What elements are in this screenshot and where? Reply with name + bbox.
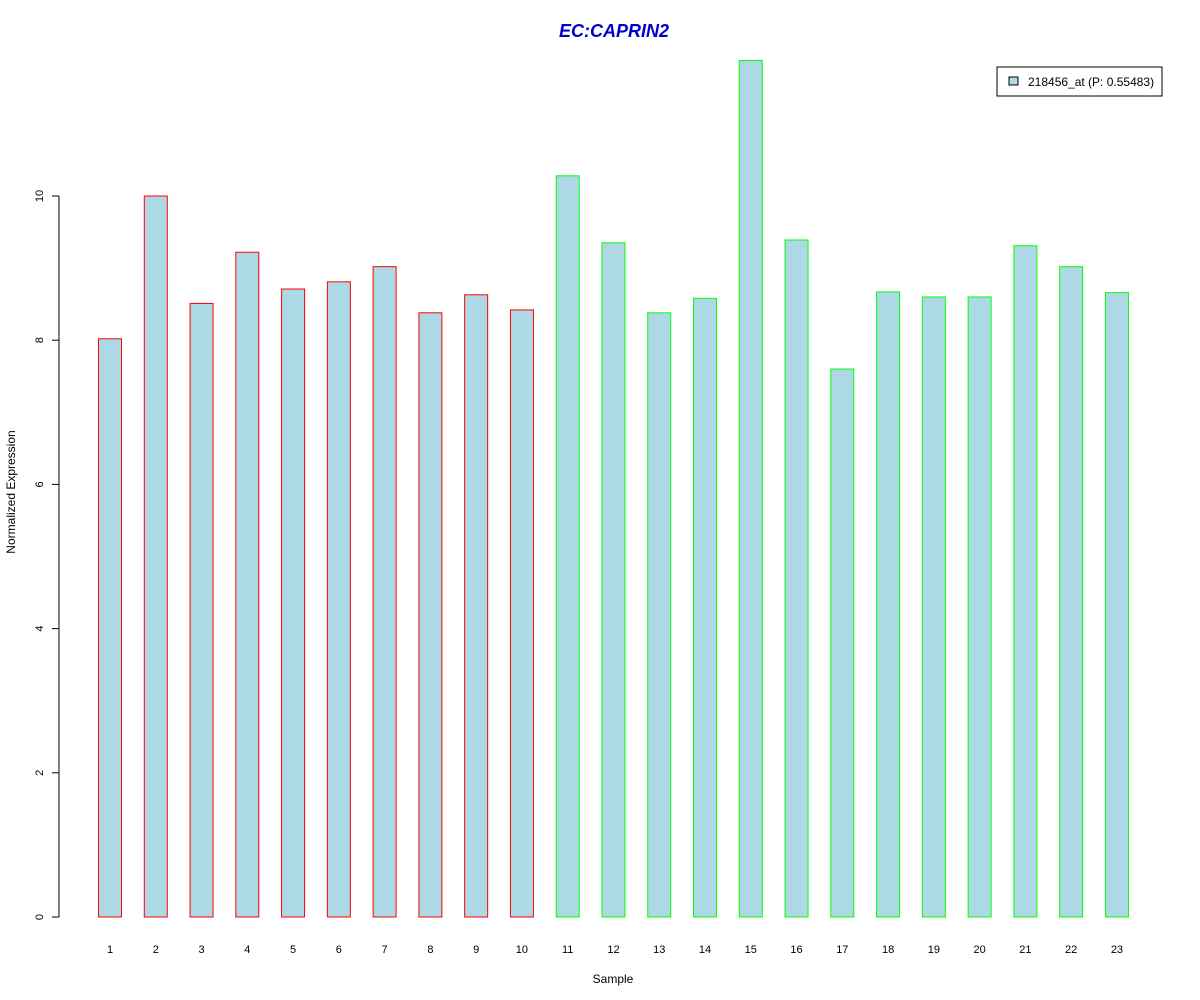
x-tick-label: 15	[745, 944, 757, 956]
x-tick-label: 6	[336, 944, 342, 956]
bar-sample-21	[1013, 245, 1038, 918]
bar-sample-5	[281, 288, 306, 918]
bar-sample-13	[647, 312, 672, 918]
x-tick-label: 9	[473, 944, 479, 956]
bar-sample-23	[1104, 292, 1129, 918]
bars-group	[98, 59, 1129, 918]
bar-sample-9	[464, 294, 489, 918]
legend-entry-label: 218456_at (P: 0.55483)	[1028, 75, 1154, 89]
x-tick-label: 5	[290, 944, 296, 956]
bar-sample-4	[235, 251, 260, 918]
x-tick-label: 21	[1019, 944, 1031, 956]
x-tick-label: 18	[882, 944, 894, 956]
bar-sample-10	[509, 309, 534, 918]
x-axis-label: Sample	[593, 972, 634, 986]
x-tick-label: 14	[699, 944, 711, 956]
bar-sample-11	[555, 175, 580, 918]
x-tick-label: 4	[244, 944, 250, 956]
bar-sample-17	[830, 368, 855, 918]
bar-sample-2	[143, 195, 168, 918]
bar-sample-8	[418, 312, 443, 918]
legend-swatch	[1008, 76, 1019, 86]
y-tick-label: 8	[34, 337, 46, 343]
bar-sample-12	[601, 242, 626, 918]
x-tick-label: 22	[1065, 944, 1077, 956]
bar-sample-19	[921, 296, 946, 918]
bar-sample-18	[876, 291, 901, 918]
x-tick-label: 19	[928, 944, 940, 956]
x-tick-label: 11	[562, 944, 573, 956]
bar-sample-15	[738, 59, 763, 918]
legend: 218456_at (P: 0.55483)	[996, 66, 1163, 97]
bar-sample-20	[967, 296, 992, 918]
x-tick-label: 1	[107, 944, 113, 956]
x-tick-label: 7	[382, 944, 388, 956]
y-tick-label: 6	[34, 481, 46, 487]
y-axis: 0 2 4 6 8 10	[34, 190, 60, 920]
x-tick-label: 17	[836, 944, 848, 956]
x-tick-label: 10	[516, 944, 528, 956]
bar-sample-16	[784, 239, 809, 918]
x-axis-tick-labels: 1 2 3 4 5 6 7 8 9 10 11 12 13 14 15 16 17 18 19 20 21 22 23	[107, 944, 1123, 956]
bar-sample-7	[372, 266, 397, 918]
y-axis-label: Normalized Expression	[4, 430, 18, 553]
legend-box	[996, 66, 1163, 97]
y-tick-label: 10	[34, 190, 46, 202]
bar-sample-22	[1059, 266, 1084, 918]
bar-sample-6	[326, 281, 351, 918]
x-tick-label: 3	[198, 944, 204, 956]
y-tick-label: 4	[34, 626, 46, 632]
bar-sample-14	[693, 297, 718, 918]
x-tick-label: 23	[1111, 944, 1123, 956]
bar-sample-1	[98, 338, 122, 918]
chart-title: EC:CAPRIN2	[559, 21, 669, 41]
x-tick-label: 16	[790, 944, 802, 956]
x-tick-label: 13	[653, 944, 665, 956]
x-tick-label: 8	[427, 944, 433, 956]
x-tick-label: 2	[153, 944, 159, 956]
x-tick-label: 12	[607, 944, 619, 956]
bar-sample-3	[189, 302, 214, 918]
x-tick-label: 20	[974, 944, 986, 956]
y-tick-label: 2	[34, 770, 46, 776]
y-tick-label: 0	[34, 914, 46, 920]
